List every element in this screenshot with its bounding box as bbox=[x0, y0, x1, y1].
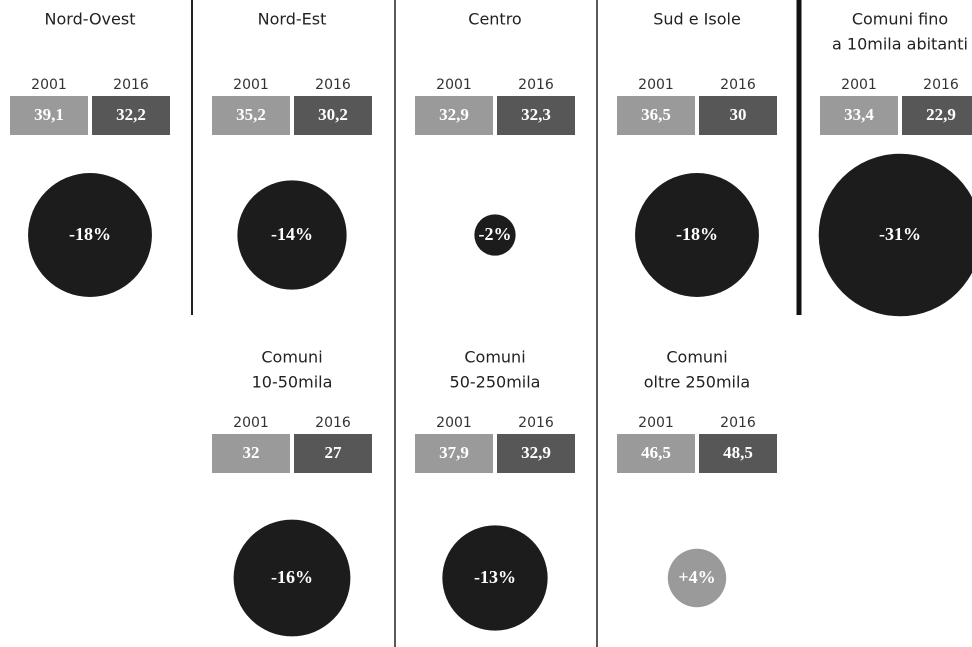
panel-title: a 10mila abitanti bbox=[832, 35, 968, 54]
year-label: 2016 bbox=[720, 77, 756, 93]
panel-title: Comuni fino bbox=[852, 10, 948, 29]
panel-title: Sud e Isole bbox=[653, 10, 741, 29]
value-box bbox=[617, 434, 695, 473]
year-label: 2016 bbox=[518, 77, 554, 93]
value-box bbox=[820, 96, 898, 135]
change-circle bbox=[28, 173, 152, 297]
value-box bbox=[699, 96, 777, 135]
year-label: 2016 bbox=[720, 415, 756, 431]
value-box bbox=[212, 96, 290, 135]
change-label: -18% bbox=[69, 224, 111, 244]
change-label: -16% bbox=[271, 567, 313, 587]
value-label: 48,5 bbox=[723, 443, 753, 462]
value-box bbox=[415, 434, 493, 473]
change-label: -13% bbox=[474, 567, 516, 587]
value-label: 36,5 bbox=[641, 105, 671, 124]
value-box bbox=[902, 96, 972, 135]
change-circle bbox=[818, 153, 972, 317]
value-box bbox=[415, 96, 493, 135]
value-label: 39,1 bbox=[34, 105, 64, 124]
change-label: -18% bbox=[676, 224, 718, 244]
year-label: 2001 bbox=[436, 415, 472, 431]
panel-title: Nord-Est bbox=[258, 10, 327, 29]
value-label: 27 bbox=[325, 443, 343, 462]
value-label: 30,2 bbox=[318, 105, 348, 124]
value-label: 32,9 bbox=[439, 105, 469, 124]
value-label: 37,9 bbox=[439, 443, 469, 462]
year-label: 2001 bbox=[31, 77, 67, 93]
value-box bbox=[294, 96, 372, 135]
value-label: 32,3 bbox=[521, 105, 551, 124]
year-label: 2001 bbox=[233, 77, 269, 93]
change-circle bbox=[667, 548, 727, 608]
value-label: 32 bbox=[243, 443, 260, 462]
panel-title: Comuni bbox=[261, 348, 322, 367]
change-label: +4% bbox=[678, 567, 715, 587]
panel-title: Centro bbox=[468, 10, 521, 29]
panel-title: oltre 250mila bbox=[644, 373, 750, 392]
change-label: -31% bbox=[879, 224, 921, 244]
value-label: 33,4 bbox=[844, 105, 874, 124]
year-label: 2001 bbox=[233, 415, 269, 431]
panel-title: Nord-Ovest bbox=[45, 10, 136, 29]
year-label: 2001 bbox=[436, 77, 472, 93]
change-circle bbox=[635, 173, 759, 297]
value-box bbox=[212, 434, 290, 473]
value-label: 22,9 bbox=[926, 105, 956, 124]
value-label: 32,2 bbox=[116, 105, 146, 124]
change-circle bbox=[233, 519, 351, 637]
value-label: 30 bbox=[730, 105, 747, 124]
change-circle bbox=[474, 214, 516, 256]
value-box bbox=[497, 96, 575, 135]
change-circle bbox=[237, 180, 347, 290]
year-label: 2001 bbox=[638, 77, 674, 93]
value-box bbox=[10, 96, 88, 135]
change-label: -14% bbox=[271, 224, 313, 244]
value-box bbox=[699, 434, 777, 473]
panel-title: 50-250mila bbox=[450, 373, 541, 392]
value-label: 32,9 bbox=[521, 443, 551, 462]
year-label: 2016 bbox=[315, 77, 351, 93]
value-box bbox=[497, 434, 575, 473]
value-label: 46,5 bbox=[641, 443, 671, 462]
year-label: 2016 bbox=[113, 77, 149, 93]
value-box bbox=[294, 434, 372, 473]
change-circle bbox=[442, 525, 548, 631]
year-label: 2016 bbox=[518, 415, 554, 431]
year-label: 2001 bbox=[841, 77, 877, 93]
year-label: 2016 bbox=[923, 77, 959, 93]
year-label: 2016 bbox=[315, 415, 351, 431]
panel-title: 10-50mila bbox=[252, 373, 333, 392]
value-label: 35,2 bbox=[236, 105, 266, 124]
year-label: 2001 bbox=[638, 415, 674, 431]
change-label: -2% bbox=[479, 224, 512, 244]
panel-title: Comuni bbox=[666, 348, 727, 367]
panel-title: Comuni bbox=[464, 348, 525, 367]
value-box bbox=[617, 96, 695, 135]
value-box bbox=[92, 96, 170, 135]
